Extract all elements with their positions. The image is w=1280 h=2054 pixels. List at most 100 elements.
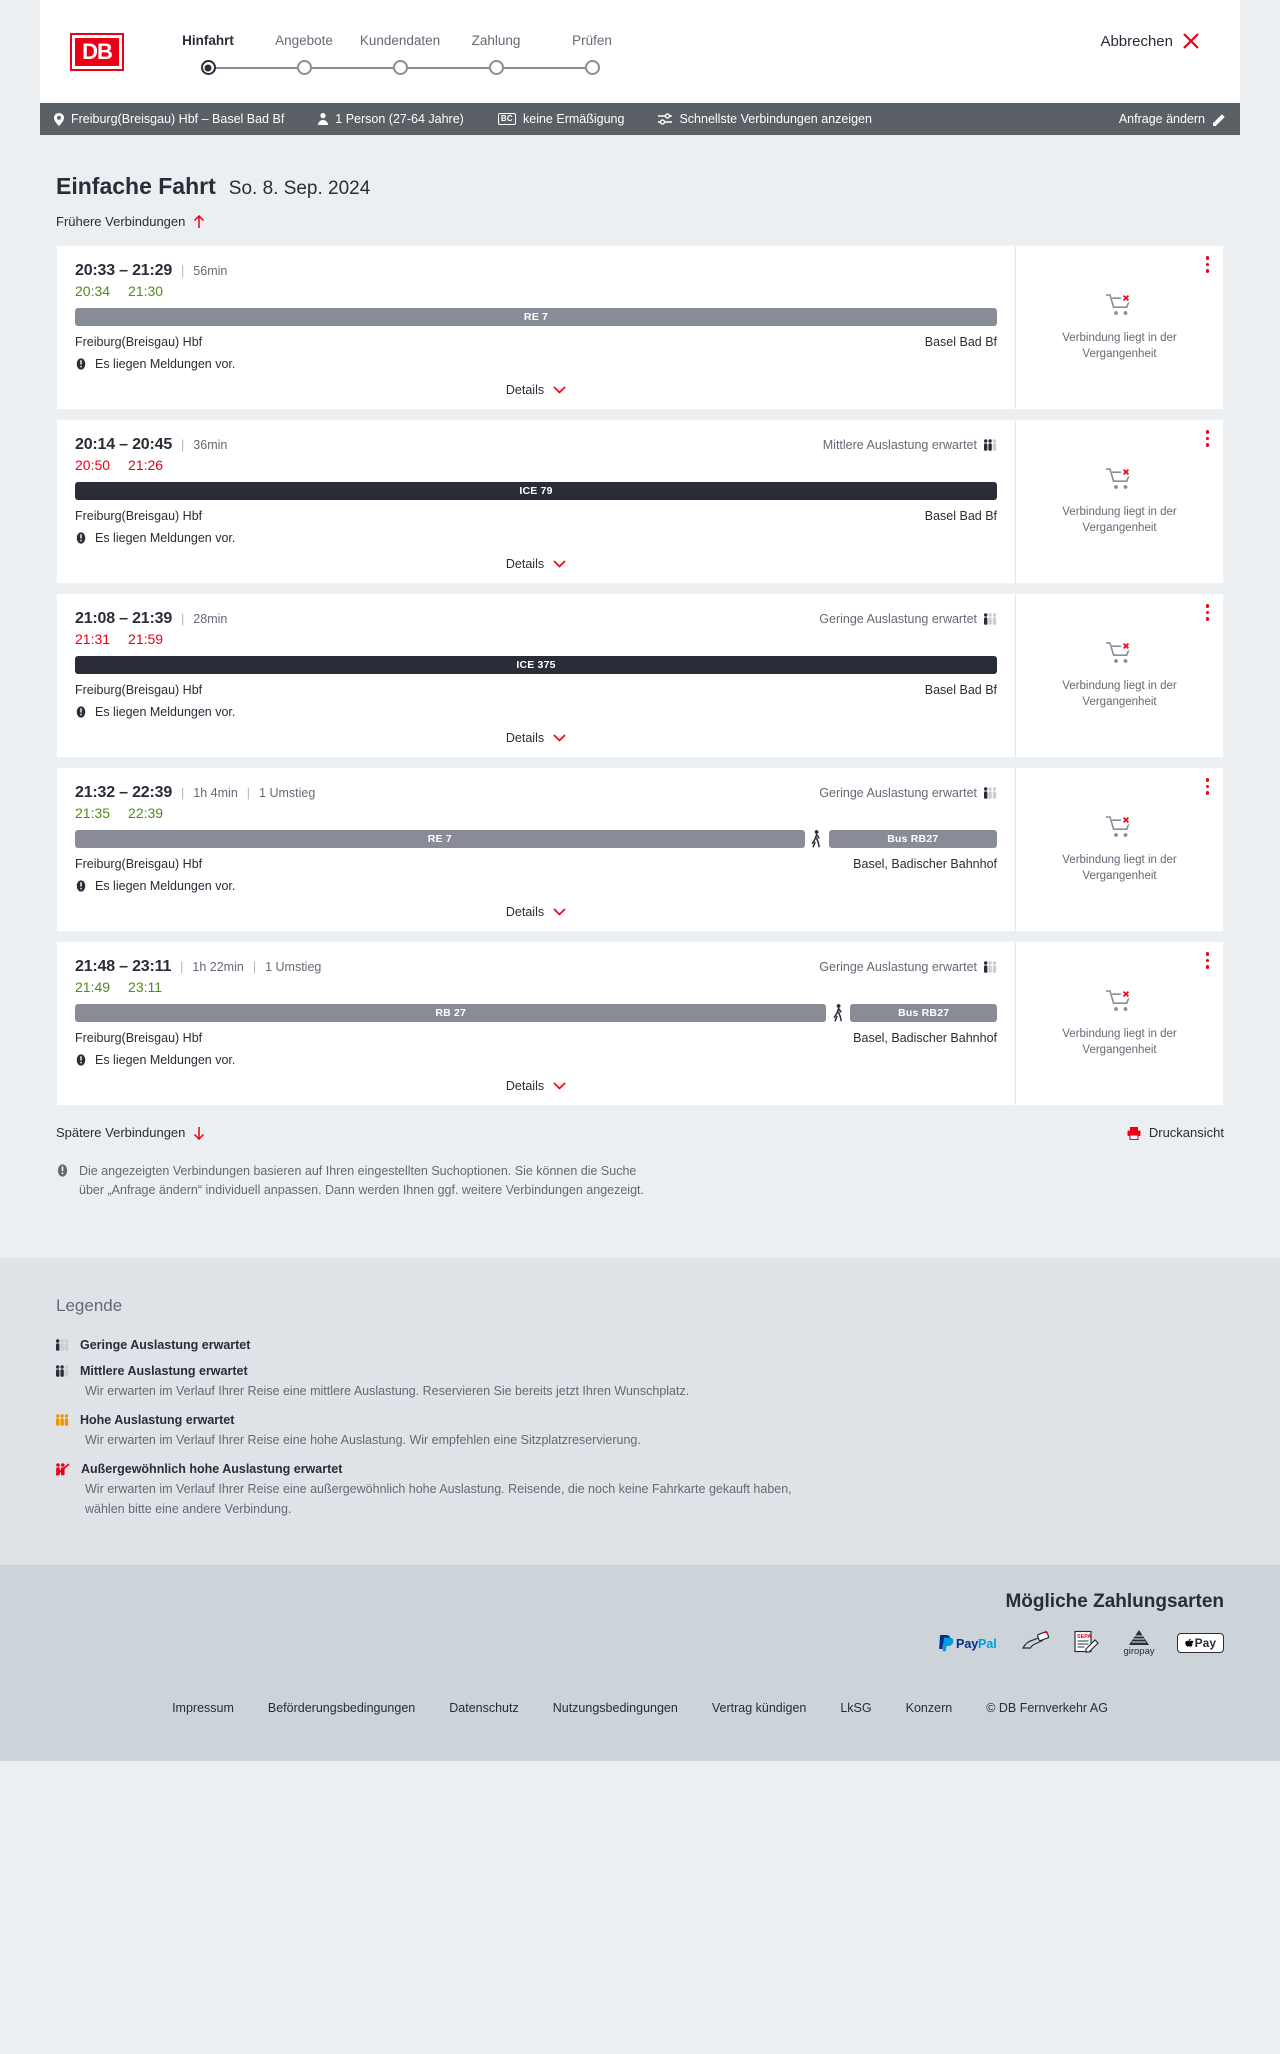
info-icon [57, 1164, 68, 1177]
summary-passengers[interactable]: 1 Person (27-64 Jahre) [318, 112, 464, 126]
step-prüfen[interactable]: Prüfen [544, 33, 640, 76]
step-kundendaten[interactable]: Kundendaten [352, 33, 496, 76]
connection-card[interactable]: 20:14 – 20:45 | 36min Mittlere Auslastung e… [56, 419, 1224, 584]
print-view-button[interactable]: Druckansicht [1127, 1125, 1224, 1140]
realtime-times-row: 20:34 21:30 [75, 283, 997, 299]
giropay-label: giropay [1123, 1646, 1155, 1657]
transfer-count: 1 Umstieg [259, 786, 316, 800]
connection-header-row: 20:14 – 20:45 | 36min Mittlere Auslastung e… [75, 436, 997, 454]
more-options-button[interactable] [1205, 952, 1209, 969]
details-toggle[interactable]: Details [75, 905, 997, 919]
offer-unavailable-text: Verbindung liegt in der Vergangenheit [1062, 853, 1177, 882]
realtime-arrival: 21:30 [128, 283, 164, 299]
chevron-down-icon [553, 386, 566, 394]
step-hinfahrt[interactable]: Hinfahrt [160, 33, 304, 76]
realtime-arrival: 23:11 [128, 979, 163, 995]
occupancy-label: Mittlere Auslastung erwartet [822, 438, 977, 452]
legend-item: Hohe Auslastung erwartet Wir erwarten im … [56, 1413, 1224, 1450]
occupancy-label: Geringe Auslastung erwartet [819, 960, 977, 974]
transport-leg-label: RE 7 [427, 833, 452, 845]
step-angebote[interactable]: Angebote [256, 33, 400, 76]
more-options-button[interactable] [1205, 778, 1209, 795]
disruption-message[interactable]: Es liegen Meldungen vor. [75, 531, 997, 545]
earlier-connections-label: Frühere Verbindungen [56, 214, 186, 229]
details-toggle[interactable]: Details [75, 383, 997, 397]
legend-item-label: Hohe Auslastung erwartet [80, 1412, 235, 1427]
disruption-message[interactable]: Es liegen Meldungen vor. [75, 1053, 997, 1067]
transport-leg[interactable]: RB 27 [75, 1004, 827, 1022]
more-options-button[interactable] [1205, 256, 1209, 273]
footer-link[interactable]: Datenschutz [449, 1701, 519, 1715]
occupancy-label: Geringe Auslastung erwartet [819, 612, 977, 626]
details-toggle[interactable]: Details [75, 557, 997, 571]
legend-item-head: Mittlere Auslastung erwartet [56, 1364, 1224, 1378]
origin-station: Freiburg(Breisgau) Hbf [75, 1031, 203, 1045]
warning-icon [76, 706, 86, 718]
occupancy-icon [56, 1414, 69, 1426]
edit-request-button[interactable]: Anfrage ändern [1119, 112, 1226, 126]
offer-panel: Verbindung liegt in der Vergangenheit [1015, 246, 1223, 409]
svg-text:Pay: Pay [956, 1637, 978, 1651]
footer-link[interactable]: Beförderungsbedingungen [267, 1701, 416, 1715]
details-toggle[interactable]: Details [75, 731, 997, 745]
warning-icon [76, 358, 86, 370]
disruption-message[interactable]: Es liegen Meldungen vor. [75, 879, 997, 893]
connection-card[interactable]: 21:48 – 23:11 | 1h 22min | 1 Umstieg Geringe … [56, 941, 1224, 1106]
step-dot [296, 60, 312, 75]
summary-route[interactable]: Freiburg(Breisgau) Hbf – Basel Bad Bf [54, 112, 284, 126]
destination-station: Basel Bad Bf [924, 683, 997, 697]
step-zahlung[interactable]: Zahlung [448, 33, 592, 76]
payment-methods-section: Mögliche Zahlungsarten Pay Pal [0, 1565, 1280, 1675]
later-connections-button[interactable]: Spätere Verbindungen [56, 1125, 205, 1140]
legend-item-description: Wir erwarten im Verlauf Ihrer Reise eine… [85, 1383, 690, 1398]
transport-leg[interactable]: ICE 79 [75, 482, 997, 500]
transport-leg[interactable]: RE 7 [75, 830, 805, 848]
giropay-icon: giropay [1123, 1629, 1155, 1657]
summary-discount[interactable]: BC keine Ermäßigung [497, 112, 624, 126]
offer-unavailable-text: Verbindung liegt in der Vergangenheit [1062, 679, 1177, 708]
step-connector-line [304, 67, 400, 69]
connection-card[interactable]: 20:33 – 21:29 | 56min 20:34 21:30 RE 7 Freibur… [56, 245, 1224, 410]
legend-item: Geringe Auslastung erwartet [56, 1338, 1224, 1352]
step-label: Kundendaten [359, 33, 441, 48]
disruption-message[interactable]: Es liegen Meldungen vor. [75, 705, 997, 719]
footer-link[interactable]: Vertrag kündigen [711, 1701, 807, 1715]
footer-link[interactable]: Konzern [905, 1701, 953, 1715]
realtime-times-row: 21:31 21:59 [75, 631, 997, 647]
more-options-button[interactable] [1205, 604, 1209, 621]
duration: 1h 4min [193, 786, 238, 800]
later-connections-label: Spätere Verbindungen [56, 1125, 186, 1140]
transport-leg[interactable]: RE 7 [75, 308, 997, 326]
offer-unavailable-text: Verbindung liegt in der Vergangenheit [1062, 1027, 1177, 1056]
chevron-down-icon [553, 560, 566, 568]
chevron-down-icon [553, 734, 566, 742]
details-label: Details [505, 1079, 545, 1093]
realtime-departure: 21:49 [75, 979, 111, 995]
transport-leg-label: Bus RB27 [898, 1007, 950, 1019]
earlier-connections-button[interactable]: Frühere Verbindungen [40, 214, 205, 229]
legend-item-label: Geringe Auslastung erwartet [80, 1337, 251, 1352]
transport-leg[interactable]: ICE 375 [75, 656, 997, 674]
details-toggle[interactable]: Details [75, 1079, 997, 1093]
step-label: Hinfahrt [182, 33, 234, 48]
transport-legs: ICE 79 [75, 482, 997, 500]
connection-card[interactable]: 21:08 – 21:39 | 28min Geringe Auslastung er… [56, 593, 1224, 758]
search-options-note: Die angezeigten Verbindungen basieren au… [40, 1140, 680, 1200]
disruption-message[interactable]: Es liegen Meldungen vor. [75, 357, 997, 371]
realtime-departure: 21:31 [75, 631, 111, 647]
cancel-button[interactable]: Abbrechen [1100, 32, 1200, 50]
step-connector-line [496, 67, 592, 69]
transport-leg[interactable]: Bus RB27 [850, 1004, 997, 1022]
origin-station: Freiburg(Breisgau) Hbf [75, 335, 203, 349]
connection-card[interactable]: 21:32 – 22:39 | 1h 4min | 1 Umstieg Geringe A… [56, 767, 1224, 932]
destination-station: Basel Bad Bf [924, 335, 997, 349]
more-options-button[interactable] [1205, 430, 1209, 447]
connection-details: 20:33 – 21:29 | 56min 20:34 21:30 RE 7 Freibur… [57, 246, 1015, 409]
summary-sort[interactable]: Schnellste Verbindungen anzeigen [658, 112, 872, 126]
transport-leg[interactable]: Bus RB27 [828, 830, 997, 848]
footer-link[interactable]: LkSG [840, 1701, 872, 1715]
footer-link[interactable]: Impressum [172, 1701, 234, 1715]
footer-link[interactable]: Nutzungsbedingungen [552, 1701, 678, 1715]
warning-icon [76, 532, 86, 544]
divider: | [181, 438, 185, 452]
